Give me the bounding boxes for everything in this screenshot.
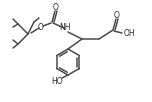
Text: OH: OH bbox=[123, 29, 135, 38]
Text: O: O bbox=[38, 23, 44, 32]
Text: O: O bbox=[53, 3, 59, 12]
Text: O: O bbox=[114, 11, 120, 19]
Text: HO: HO bbox=[51, 76, 63, 85]
Text: NH: NH bbox=[59, 23, 71, 32]
